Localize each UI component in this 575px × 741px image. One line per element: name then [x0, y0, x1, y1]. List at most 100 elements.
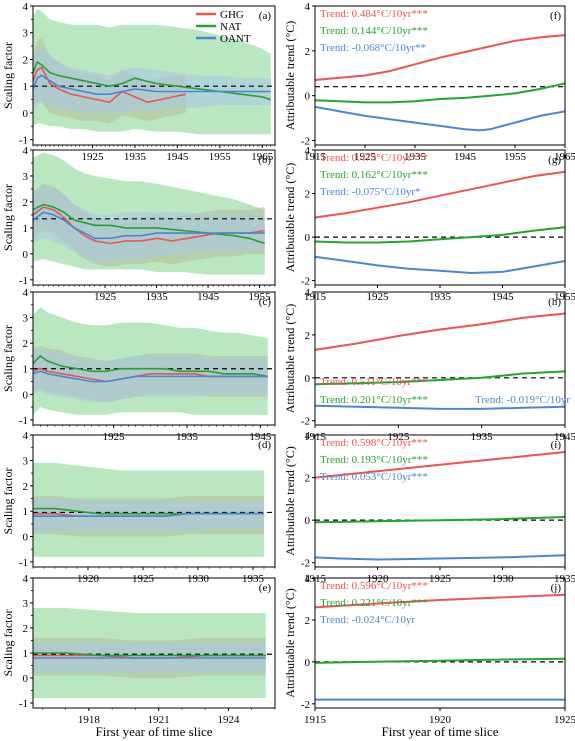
trend-text-oant-h: Trend: -0.019°C/10yr: [475, 394, 570, 406]
x-tick-label-f: 1935: [404, 151, 427, 163]
y-tick-label-e: 4: [23, 573, 29, 585]
y-tick-label-d: 0: [23, 532, 29, 544]
panel-label-b: (b): [258, 154, 271, 166]
x-tick-label-g: 1945: [492, 291, 515, 303]
trend-text-nat-g: Trend: 0.162°C/10yr***: [320, 169, 428, 181]
y-tick-label-g: 2: [305, 189, 311, 201]
line-ghg-f: [314, 34, 566, 81]
x-tick-label-f: 1925: [354, 151, 377, 163]
y-tick-label-c: -1: [19, 415, 28, 427]
y-tick-label-j: -2: [301, 699, 310, 711]
line-oant-f: [314, 105, 566, 132]
y-tick-label-h: 0: [305, 373, 311, 385]
x-tick-label-g: 1925: [367, 291, 390, 303]
band-oant-b: [33, 186, 265, 262]
panel-label-j: (j): [551, 582, 562, 594]
line-ghg-g: [314, 170, 566, 219]
x-tick-label-d: 1930: [187, 573, 210, 585]
line-nat-f: [314, 82, 566, 104]
legend-label-ghg: GHG: [220, 9, 244, 21]
x-tick-label-f: 1955: [504, 151, 527, 163]
legend-label-oant: OANT: [220, 33, 251, 45]
axes-frame-c: [32, 291, 276, 426]
panel-h: [312, 291, 566, 428]
y-tick-label-b: 1: [23, 223, 29, 235]
y-tick-label-c: 2: [23, 338, 29, 350]
y-axis-label-left-e: Scaling factor: [1, 610, 15, 677]
axes-frame-b: [32, 149, 276, 286]
line-ghg-j: [314, 593, 566, 609]
trend-text-nat-i: Trend: 0.193°C/10yr***: [320, 454, 428, 466]
line-oant-h: [314, 404, 566, 410]
x-tick-label-b: 1945: [197, 291, 220, 303]
x-tick-label-a: 1955: [209, 151, 232, 163]
y-tick-label-a: 3: [23, 28, 29, 40]
y-tick-label-b: 3: [23, 171, 29, 183]
legend-label-nat: NAT: [220, 21, 242, 33]
y-axis-label-right-j: Attributable trend (°C): [283, 588, 297, 697]
x-tick-label-j: 1915: [304, 714, 327, 726]
x-tick-label-e: 1921: [148, 714, 170, 726]
x-tick-label-h: 1935: [471, 431, 494, 443]
y-axis-label-right-f: Attributable trend (°C): [283, 21, 297, 130]
x-tick-label-c: 1925: [103, 431, 126, 443]
trend-text-ghg-i: Trend: 0.598°C/10yr***: [320, 437, 428, 449]
line-nat-c: [32, 354, 268, 378]
panel-g: [312, 149, 566, 288]
panel-label-f: (f): [550, 10, 561, 22]
panel-label-e: (e): [259, 582, 272, 594]
y-tick-label-g: -2: [301, 276, 310, 288]
x-tick-label-i: 1925: [429, 573, 452, 585]
line-nat-j: [314, 657, 566, 664]
line-oant-i: [314, 554, 566, 561]
x-axis-label-right: First year of time slice: [382, 724, 499, 739]
x-tick-label-a: 1925: [81, 151, 104, 163]
x-tick-label-a: 1945: [166, 151, 189, 163]
y-tick-label-e: 0: [23, 673, 29, 685]
y-tick-label-a: 1: [23, 81, 29, 93]
x-tick-label-a: 1965: [251, 151, 274, 163]
y-tick-label-h: 4: [305, 287, 311, 299]
x-tick-label-i: 1920: [367, 573, 390, 585]
panel-label-g: (g): [548, 154, 561, 166]
y-axis-label-left-d: Scaling factor: [1, 468, 15, 535]
panel-label-c: (c): [259, 296, 272, 308]
y-tick-label-a: 4: [23, 1, 29, 13]
x-tick-label-i: 1930: [492, 573, 515, 585]
y-tick-label-e: 1: [23, 648, 29, 660]
line-ghg-a: [32, 66, 186, 104]
y-tick-label-b: 0: [23, 249, 29, 261]
y-tick-label-b: 2: [23, 197, 29, 209]
line-nat-b: [32, 203, 265, 245]
x-tick-label-e: 1918: [78, 714, 101, 726]
y-tick-label-d: -1: [19, 557, 28, 569]
y-tick-label-g: 0: [305, 232, 311, 244]
panel-i: [312, 434, 566, 570]
y-tick-label-f: 4: [305, 1, 311, 13]
y-axis-label-right-h: Attributable trend (°C): [283, 304, 297, 413]
y-tick-label-f: -2: [301, 136, 310, 148]
y-tick-label-j: 0: [305, 657, 311, 669]
panel-f: [312, 5, 566, 148]
y-axis-label-left-b: Scaling factor: [1, 184, 15, 251]
x-tick-label-d: 1925: [132, 573, 155, 585]
y-axis-label-left-a: Scaling factor: [1, 42, 15, 109]
y-tick-label-c: 0: [23, 389, 29, 401]
x-tick-label-c: 1935: [176, 431, 199, 443]
band-oant-c: [33, 348, 268, 402]
panel-d: [30, 434, 276, 570]
trend-text-oant-g: Trend: -0.075°C/10yr*: [320, 186, 421, 198]
trend-text-nat-h: Trend: 0.201°C/10yr***: [320, 394, 428, 406]
panel-label-h: (h): [548, 296, 561, 308]
line-oant-g: [314, 255, 566, 275]
y-tick-label-d: 1: [23, 506, 29, 518]
line-oant-a: [32, 74, 271, 95]
y-tick-label-d: 3: [23, 455, 29, 467]
x-tick-label-c: 1945: [249, 431, 272, 443]
x-tick-label-j: 1925: [554, 714, 575, 726]
trend-text-oant-f: Trend: -0.068°C/10yr**: [320, 42, 426, 54]
y-tick-label-e: -1: [19, 698, 28, 710]
x-tick-label-d: 1935: [242, 573, 265, 585]
y-tick-label-h: -2: [301, 416, 310, 428]
